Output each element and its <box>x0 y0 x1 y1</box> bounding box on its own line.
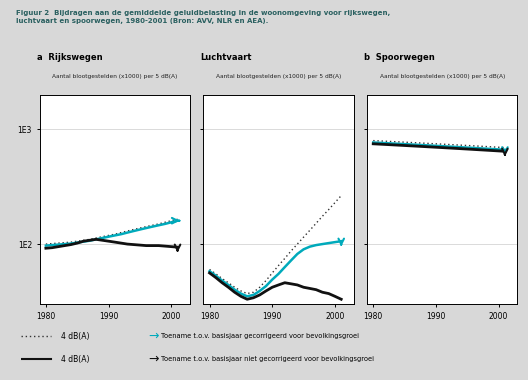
Text: Luchtvaart: Luchtvaart <box>200 53 252 62</box>
Text: Aantal blootgestelden (x1000) per 5 dB(A): Aantal blootgestelden (x1000) per 5 dB(A… <box>216 74 341 79</box>
Text: Aantal blootgestelden (x1000) per 5 dB(A): Aantal blootgestelden (x1000) per 5 dB(A… <box>52 74 177 79</box>
Text: →: → <box>148 353 158 366</box>
Text: 4 dB(A): 4 dB(A) <box>61 355 89 364</box>
Text: Aantal blootgestelden (x1000) per 5 dB(A): Aantal blootgestelden (x1000) per 5 dB(A… <box>380 74 505 79</box>
Text: Toename t.o.v. basisjaar gecorrigeerd voor bevolkingsgroei: Toename t.o.v. basisjaar gecorrigeerd vo… <box>161 333 359 339</box>
Text: Figuur 2  Bijdragen aan de gemiddelde geluidbelasting in de woonomgeving voor ri: Figuur 2 Bijdragen aan de gemiddelde gel… <box>16 10 390 24</box>
Text: →: → <box>148 330 158 343</box>
Text: Toename t.o.v. basisjaar niet gecorrigeerd voor bevolkingsgroei: Toename t.o.v. basisjaar niet gecorrigee… <box>161 356 374 362</box>
Text: 4 dB(A): 4 dB(A) <box>61 332 89 341</box>
Text: a  Rijkswegen: a Rijkswegen <box>36 53 102 62</box>
Text: b  Spoorwegen: b Spoorwegen <box>364 53 435 62</box>
